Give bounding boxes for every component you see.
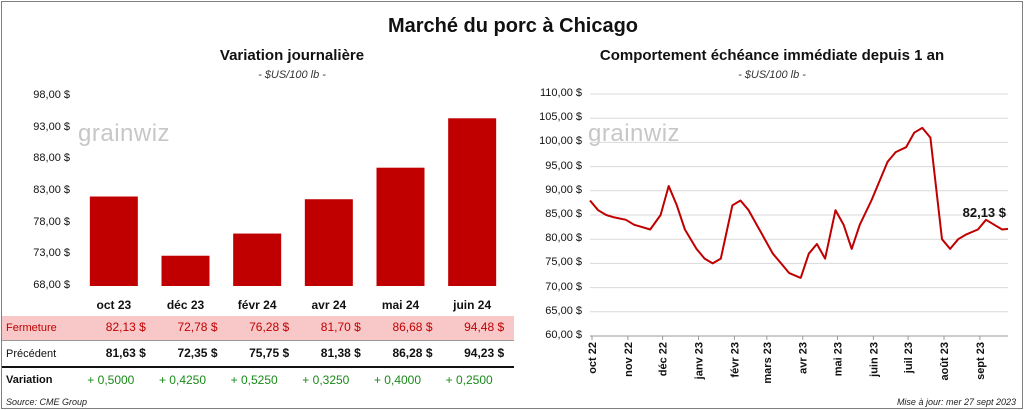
- bar-déc-23: [161, 255, 210, 286]
- left-y-tick-label: 88,00 $: [33, 152, 70, 165]
- x-tick-label: janv 23: [694, 342, 706, 380]
- table-cell-close: 86,68 $: [392, 320, 433, 334]
- right-y-tick-label: 65,00 $: [545, 304, 582, 317]
- table-cell-close: 82,13 $: [105, 320, 146, 334]
- x-tick-label: avr 23: [798, 342, 810, 374]
- row-label-close: Fermeture: [6, 322, 57, 334]
- x-tick-label: nov 22: [623, 342, 635, 377]
- left-chart-subtitle: - $US/100 lb -: [258, 69, 326, 81]
- left-y-tick-label: 93,00 $: [33, 120, 70, 133]
- bar-avr-24: [304, 199, 353, 286]
- table-cell-close: 81,70 $: [320, 320, 361, 334]
- right-chart-subtitle: - $US/100 lb -: [738, 69, 806, 81]
- right-y-tick-label: 95,00 $: [545, 159, 582, 172]
- table-cell-prev: 81,38 $: [320, 346, 361, 360]
- x-tick-label: déc 22: [658, 342, 670, 376]
- source-note: Source: CME Group: [6, 397, 88, 407]
- table-cell-prev: 94,23 $: [464, 346, 505, 360]
- table-cell-close: 72,78 $: [177, 320, 218, 334]
- category-label: févr 24: [237, 298, 277, 312]
- update-note: Mise à jour: mer 27 sept 2023: [896, 397, 1016, 407]
- category-label: juin 24: [453, 298, 492, 312]
- table-cell-prev: 75,75 $: [249, 346, 290, 360]
- right-y-tick-label: 110,00 $: [539, 87, 582, 99]
- left-chart-title: Variation journalière: [219, 47, 365, 64]
- bar-mai-24: [376, 167, 425, 286]
- right-y-tick-label: 90,00 $: [545, 183, 582, 196]
- row-label-var: Variation: [6, 374, 53, 386]
- table-cell-var: + 0,3250: [302, 373, 350, 387]
- bar-oct-23: [89, 196, 138, 286]
- table-cell-close: 94,48 $: [464, 320, 505, 334]
- left-y-tick-label: 73,00 $: [33, 247, 70, 260]
- table-cell-prev: 72,35 $: [177, 346, 218, 360]
- category-label: oct 23: [96, 298, 132, 312]
- table-divider: [2, 340, 514, 341]
- right-y-tick-label: 70,00 $: [545, 280, 582, 293]
- category-label: déc 23: [166, 298, 205, 312]
- x-tick-label: sept 23: [975, 342, 987, 380]
- right-y-tick-label: 105,00 $: [539, 111, 582, 124]
- table-cell-var: + 0,5000: [87, 373, 135, 387]
- left-y-tick-label: 78,00 $: [33, 215, 70, 228]
- x-tick-label: juin 23: [868, 342, 880, 378]
- table-cell-close: 76,28 $: [249, 320, 290, 334]
- right-y-tick-label: 85,00 $: [545, 208, 582, 220]
- right-y-tick-label: 80,00 $: [545, 232, 582, 245]
- left-watermark: grainwiz: [78, 120, 171, 147]
- left-y-tick-label: 83,00 $: [33, 184, 70, 196]
- table-cell-var: + 0,5250: [230, 373, 278, 387]
- table-cell-prev: 86,28 $: [392, 346, 433, 360]
- right-y-tick-label: 100,00 $: [539, 135, 582, 148]
- close-row-bg: [2, 316, 514, 340]
- category-label: mai 24: [381, 298, 420, 312]
- x-tick-label: août 23: [939, 342, 951, 381]
- x-tick-label: mars 23: [762, 342, 774, 384]
- x-tick-label: oct 22: [587, 342, 599, 374]
- table-cell-var: + 0,4000: [373, 373, 422, 387]
- table-cell-prev: 81,63 $: [105, 346, 146, 360]
- right-y-tick-label: 60,00 $: [545, 329, 582, 341]
- category-label: avr 24: [311, 298, 347, 312]
- row-label-prev: Précédent: [6, 348, 57, 360]
- left-y-tick-label: 68,00 $: [33, 279, 70, 291]
- left-y-tick-label: 98,00 $: [33, 89, 70, 101]
- bar-févr-24: [233, 233, 282, 286]
- x-tick-label: juil 23: [903, 342, 915, 374]
- x-tick-label: mai 23: [832, 342, 844, 376]
- right-chart-title: Comportement échéance immédiate depuis 1…: [599, 47, 945, 64]
- bar-juin-24: [448, 118, 497, 286]
- table-cell-var: + 0,2500: [445, 373, 493, 387]
- x-tick-label: févr 23: [729, 342, 741, 377]
- last-value-label: 82,13 $: [963, 205, 1007, 220]
- right-y-tick-label: 75,00 $: [545, 256, 582, 269]
- price-line: [589, 126, 1009, 279]
- table-divider-bold: [2, 366, 514, 368]
- table-cell-var: + 0,4250: [158, 373, 207, 387]
- main-title: Marché du porc à Chicago: [387, 15, 639, 37]
